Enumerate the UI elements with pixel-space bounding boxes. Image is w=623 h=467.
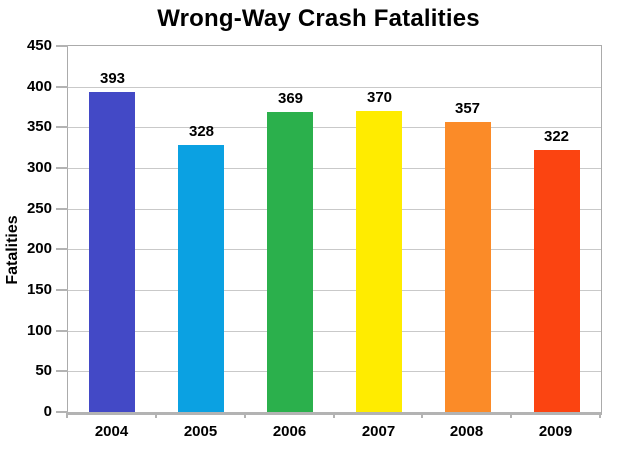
- bar-2004: [89, 92, 135, 412]
- bar-2008: [445, 122, 491, 412]
- gridline-400: [68, 87, 601, 88]
- y-tick-mark-450: [56, 45, 68, 47]
- y-tick-mark-250: [56, 208, 68, 210]
- y-tick-label-350: 350: [26, 118, 52, 135]
- x-tick-mark-2: [244, 412, 246, 418]
- y-tick-label-300: 300: [26, 159, 52, 176]
- y-tick-mark-0: [56, 411, 68, 413]
- bar-value-label-2005: 328: [188, 123, 215, 140]
- x-tick-label-2007: 2007: [361, 423, 396, 440]
- y-tick-mark-200: [56, 248, 68, 250]
- y-tick-label-400: 400: [26, 78, 52, 95]
- bar-2009: [534, 150, 580, 412]
- x-tick-label-2008: 2008: [449, 423, 484, 440]
- x-tick-mark-1: [155, 412, 157, 418]
- bar-value-label-2007: 370: [366, 89, 393, 106]
- y-tick-mark-400: [56, 86, 68, 88]
- y-tick-label-250: 250: [26, 200, 52, 217]
- bar-2007: [356, 111, 402, 412]
- bar-value-label-2006: 369: [277, 90, 304, 107]
- bar-value-label-2008: 357: [454, 100, 481, 117]
- x-tick-mark-5: [510, 412, 512, 418]
- y-tick-label-50: 50: [35, 362, 52, 379]
- bar-value-label-2009: 322: [543, 128, 570, 145]
- y-tick-mark-150: [56, 289, 68, 291]
- y-tick-label-450: 450: [26, 37, 52, 54]
- gridline-150: [68, 290, 601, 291]
- bar-2006: [267, 112, 313, 412]
- gridline-300: [68, 168, 601, 169]
- y-tick-label-200: 200: [26, 240, 52, 257]
- x-tick-mark-3: [333, 412, 335, 418]
- x-tick-label-2005: 2005: [183, 423, 218, 440]
- y-tick-mark-50: [56, 370, 68, 372]
- y-tick-label-150: 150: [26, 281, 52, 298]
- x-tick-mark-0: [66, 412, 68, 418]
- gridline-200: [68, 249, 601, 250]
- x-tick-label-2006: 2006: [272, 423, 307, 440]
- y-tick-label-100: 100: [26, 322, 52, 339]
- chart-title: Wrong-Way Crash Fatalities: [157, 5, 480, 32]
- y-tick-label-0: 0: [43, 403, 52, 420]
- y-tick-mark-100: [56, 330, 68, 332]
- plot-area: 393 328 369 370 357 322: [67, 45, 602, 415]
- bar-2005: [178, 145, 224, 412]
- x-tick-label-2004: 2004: [94, 423, 129, 440]
- bar-value-label-2004: 393: [99, 70, 126, 87]
- x-tick-mark-4: [421, 412, 423, 418]
- gridline-100: [68, 331, 601, 332]
- x-tick-label-2009: 2009: [538, 423, 573, 440]
- x-tick-mark-6: [599, 412, 601, 418]
- gridline-250: [68, 209, 601, 210]
- gridline-350: [68, 127, 601, 128]
- gridline-50: [68, 371, 601, 372]
- y-tick-mark-350: [56, 126, 68, 128]
- y-tick-mark-300: [56, 167, 68, 169]
